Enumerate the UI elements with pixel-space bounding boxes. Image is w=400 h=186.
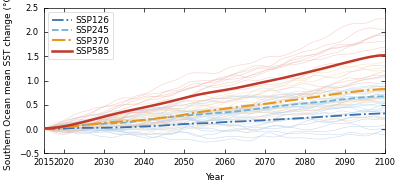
SSP585 [49, 127, 54, 129]
SSP370 [78, 125, 82, 127]
SSP126 [49, 128, 54, 130]
SSP585 [41, 127, 46, 129]
SSP126 [78, 127, 82, 129]
SSP370 [57, 127, 62, 129]
SSP126 [41, 128, 46, 130]
SSP370 [383, 88, 388, 90]
SSP585 [57, 126, 62, 128]
SSP370 [206, 110, 211, 112]
SSP370 [302, 97, 307, 100]
SSP370 [41, 127, 46, 130]
SSP585 [302, 72, 307, 74]
SSP245 [57, 126, 62, 128]
SSP126 [57, 128, 62, 130]
SSP245 [49, 127, 54, 129]
SSP126 [206, 122, 211, 124]
Y-axis label: Southern Ocean mean SST change (°C): Southern Ocean mean SST change (°C) [4, 0, 13, 170]
SSP585 [383, 54, 388, 56]
Legend: SSP126, SSP245, SSP370, SSP585: SSP126, SSP245, SSP370, SSP585 [48, 12, 113, 60]
SSP126 [302, 117, 307, 119]
Line: SSP585: SSP585 [44, 55, 385, 128]
SSP245 [331, 99, 336, 102]
SSP585 [206, 92, 211, 94]
SSP245 [383, 95, 388, 97]
SSP370 [49, 127, 54, 129]
Line: SSP126: SSP126 [44, 113, 385, 129]
Line: SSP370: SSP370 [44, 89, 385, 129]
Line: SSP245: SSP245 [44, 96, 385, 128]
SSP245 [41, 127, 46, 129]
SSP245 [206, 113, 211, 115]
SSP370 [331, 93, 336, 95]
SSP245 [302, 102, 307, 105]
SSP585 [78, 122, 82, 124]
X-axis label: Year: Year [205, 173, 224, 182]
SSP126 [331, 115, 336, 117]
SSP245 [78, 124, 82, 126]
SSP126 [383, 112, 388, 115]
SSP585 [331, 65, 336, 67]
